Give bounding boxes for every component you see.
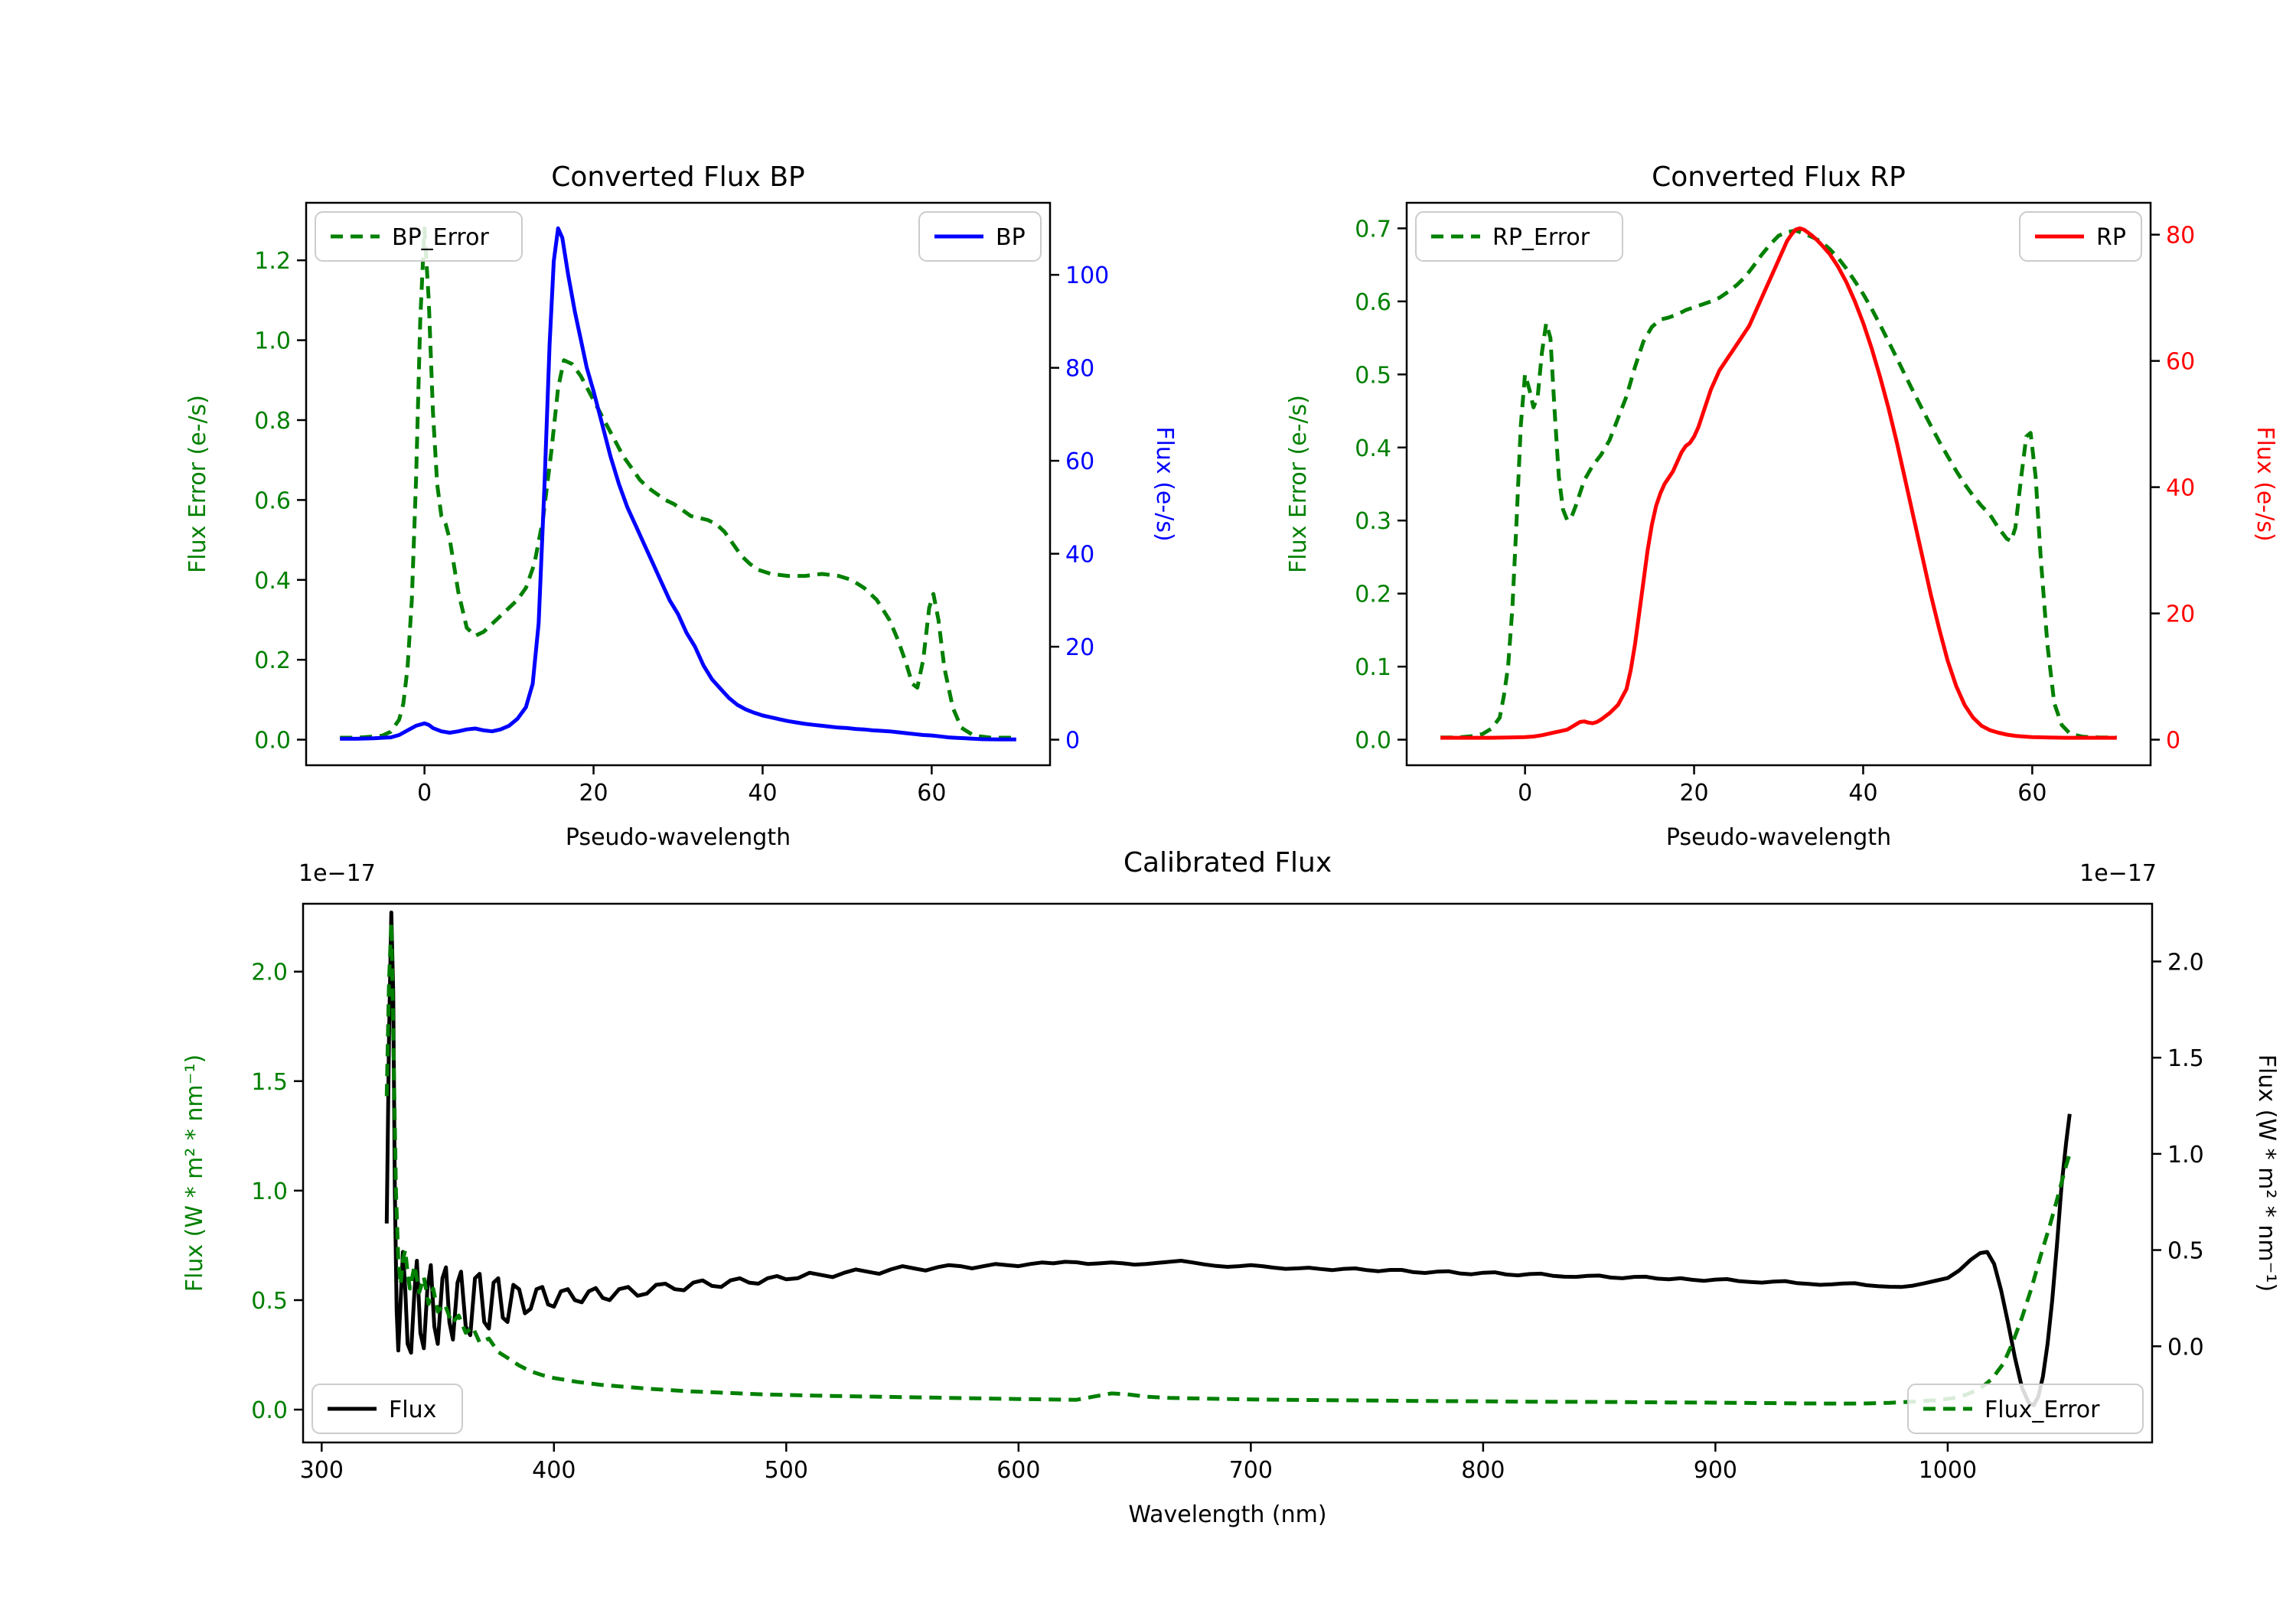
bp-right-tick-label: 0 xyxy=(1065,728,1080,755)
cal-title: Calibrated Flux xyxy=(1124,847,1332,878)
cal-left-offset-text: 1e−17 xyxy=(298,860,376,887)
bp-left-ylabel: Flux Error (e-/s) xyxy=(184,395,211,573)
bp-right-tick-label: 60 xyxy=(1065,448,1094,475)
bp-x-tick-label: 60 xyxy=(917,780,946,807)
bp-left-tick-label: 0.0 xyxy=(254,728,291,755)
rp-right-tick-label: 40 xyxy=(2166,475,2195,502)
rp-line xyxy=(1440,226,2117,740)
legend-rp-error: RP_Error xyxy=(1415,211,1623,262)
rp-axes-frame xyxy=(1405,201,2152,767)
rp-subplot: 0 20 40 60 0.0 0.1 0.2 0.3 0.4 0.5 0.6 0.7 0 20 40 60 80… xyxy=(1285,161,2278,851)
legend-box xyxy=(1415,211,1623,262)
rp-x-tick-label: 20 xyxy=(1679,780,1708,807)
rp-title: Converted Flux RP xyxy=(1652,161,1906,193)
bp-left-tick-label: 1.0 xyxy=(254,328,291,355)
flux-line xyxy=(384,910,2072,1407)
cal-right-ylabel: Flux (W * m² * nm⁻¹) xyxy=(2253,1054,2280,1292)
cal-x-tick-label: 700 xyxy=(1229,1457,1273,1484)
legend-label: BP_Error xyxy=(392,224,489,251)
cal-x-tick-label: 300 xyxy=(300,1457,344,1484)
cal-right-offset-text: 1e−17 xyxy=(2079,860,2157,887)
rp-right-tick-label: 80 xyxy=(2166,223,2195,249)
cal-x-tick-label: 900 xyxy=(1694,1457,1737,1484)
bp-x-tick-label: 40 xyxy=(748,780,777,807)
rp-left-tick-label: 0.0 xyxy=(1355,728,1391,755)
rp-error-line xyxy=(1440,228,2117,740)
cal-axes-frame xyxy=(302,902,2154,1444)
bp-left-tick-label: 0.4 xyxy=(254,568,291,595)
bp-right-tick-label: 100 xyxy=(1065,262,1109,289)
cal-right-tick-label: 1.0 xyxy=(2167,1142,2204,1169)
cal-right-tick-label: 0.0 xyxy=(2167,1334,2204,1361)
cal-right-tick-label: 1.5 xyxy=(2167,1045,2204,1072)
cal-x-tick-label: 800 xyxy=(1461,1457,1505,1484)
bp-left-tick-label: 0.8 xyxy=(254,408,291,435)
cal-x-tick-label: 500 xyxy=(765,1457,808,1484)
bp-title: Converted Flux BP xyxy=(551,161,804,193)
cal-x-tick-label: 1000 xyxy=(1919,1457,1977,1484)
legend-box xyxy=(311,1384,463,1434)
legend-bp-error: BP_Error xyxy=(315,211,523,262)
rp-xlabel: Pseudo-wavelength xyxy=(1666,824,1891,851)
bp-left-tick-label: 0.2 xyxy=(254,647,291,674)
bp-right-tick-label: 40 xyxy=(1065,542,1094,569)
legend-flux: Flux xyxy=(311,1384,463,1434)
legend-label: RP_Error xyxy=(1492,224,1590,251)
rp-left-tick-label: 0.1 xyxy=(1355,654,1391,681)
bp-right-tick-label: 80 xyxy=(1065,356,1094,383)
bp-error-line xyxy=(340,226,1016,740)
cal-left-tick-label: 1.5 xyxy=(251,1069,288,1096)
legend-flux-error: Flux_Error xyxy=(1907,1384,2144,1434)
bp-x-tick-label: 20 xyxy=(579,780,608,807)
rp-x-tick-label: 60 xyxy=(2017,780,2047,807)
bp-right-tick-label: 20 xyxy=(1065,634,1094,661)
rp-right-ylabel: Flux (e-/s) xyxy=(2252,426,2278,541)
bp-right-ylabel: Flux (e-/s) xyxy=(1151,426,1178,541)
cal-x-tick-label: 400 xyxy=(532,1457,576,1484)
rp-left-tick-label: 0.6 xyxy=(1355,289,1391,316)
rp-right-tick-label: 0 xyxy=(2166,728,2180,755)
cal-subplot: 300 400 500 600 700 800 900 1000 0.0 0.5 1.0 1.5 2.0… xyxy=(181,847,2280,1528)
rp-x-tick-label: 0 xyxy=(1518,780,1532,807)
cal-left-tick-label: 2.0 xyxy=(251,960,288,986)
legend-rp: RP xyxy=(2019,211,2142,262)
rp-left-tick-label: 0.7 xyxy=(1355,216,1391,243)
legend-box xyxy=(1907,1384,2144,1434)
rp-right-tick-label: 60 xyxy=(2166,349,2195,376)
rp-left-tick-label: 0.2 xyxy=(1355,582,1391,608)
bp-left-tick-label: 1.2 xyxy=(254,248,291,275)
cal-left-tick-label: 1.0 xyxy=(251,1178,288,1205)
legend-label: Flux_Error xyxy=(1985,1397,2100,1423)
cal-right-tick-label: 0.5 xyxy=(2167,1238,2204,1265)
cal-left-ylabel: Flux (W * m² * nm⁻¹) xyxy=(181,1054,208,1292)
cal-x-tick-label: 600 xyxy=(996,1457,1040,1484)
bp-xlabel: Pseudo-wavelength xyxy=(566,824,791,851)
rp-left-tick-label: 0.5 xyxy=(1355,362,1391,389)
cal-right-tick-label: 2.0 xyxy=(2167,949,2204,976)
cal-xlabel: Wavelength (nm) xyxy=(1128,1501,1326,1528)
bp-x-tick-label: 0 xyxy=(417,780,432,807)
bp-axes-frame xyxy=(305,201,1052,767)
rp-right-tick-label: 20 xyxy=(2166,601,2195,628)
bp-line xyxy=(340,226,1016,742)
legend-label: Flux xyxy=(389,1397,436,1423)
rp-left-tick-label: 0.3 xyxy=(1355,508,1391,535)
legend-bp: BP xyxy=(918,211,1042,262)
bp-left-tick-label: 0.6 xyxy=(254,487,291,514)
flux-error-line xyxy=(384,921,2072,1406)
cal-left-tick-label: 0.5 xyxy=(251,1288,288,1315)
legend-label: RP xyxy=(2096,224,2126,251)
legend-label: BP xyxy=(996,224,1026,251)
bp-subplot: 0 20 40 60 0.0 0.2 0.4 0.6 0.8 1.0 1.2 0 20 40 60 80 100… xyxy=(184,161,1178,851)
rp-left-ylabel: Flux Error (e-/s) xyxy=(1285,395,1312,573)
rp-left-tick-label: 0.4 xyxy=(1355,435,1391,462)
rp-x-tick-label: 40 xyxy=(1848,780,1877,807)
legend-box xyxy=(315,211,523,262)
cal-left-tick-label: 0.0 xyxy=(251,1397,288,1424)
